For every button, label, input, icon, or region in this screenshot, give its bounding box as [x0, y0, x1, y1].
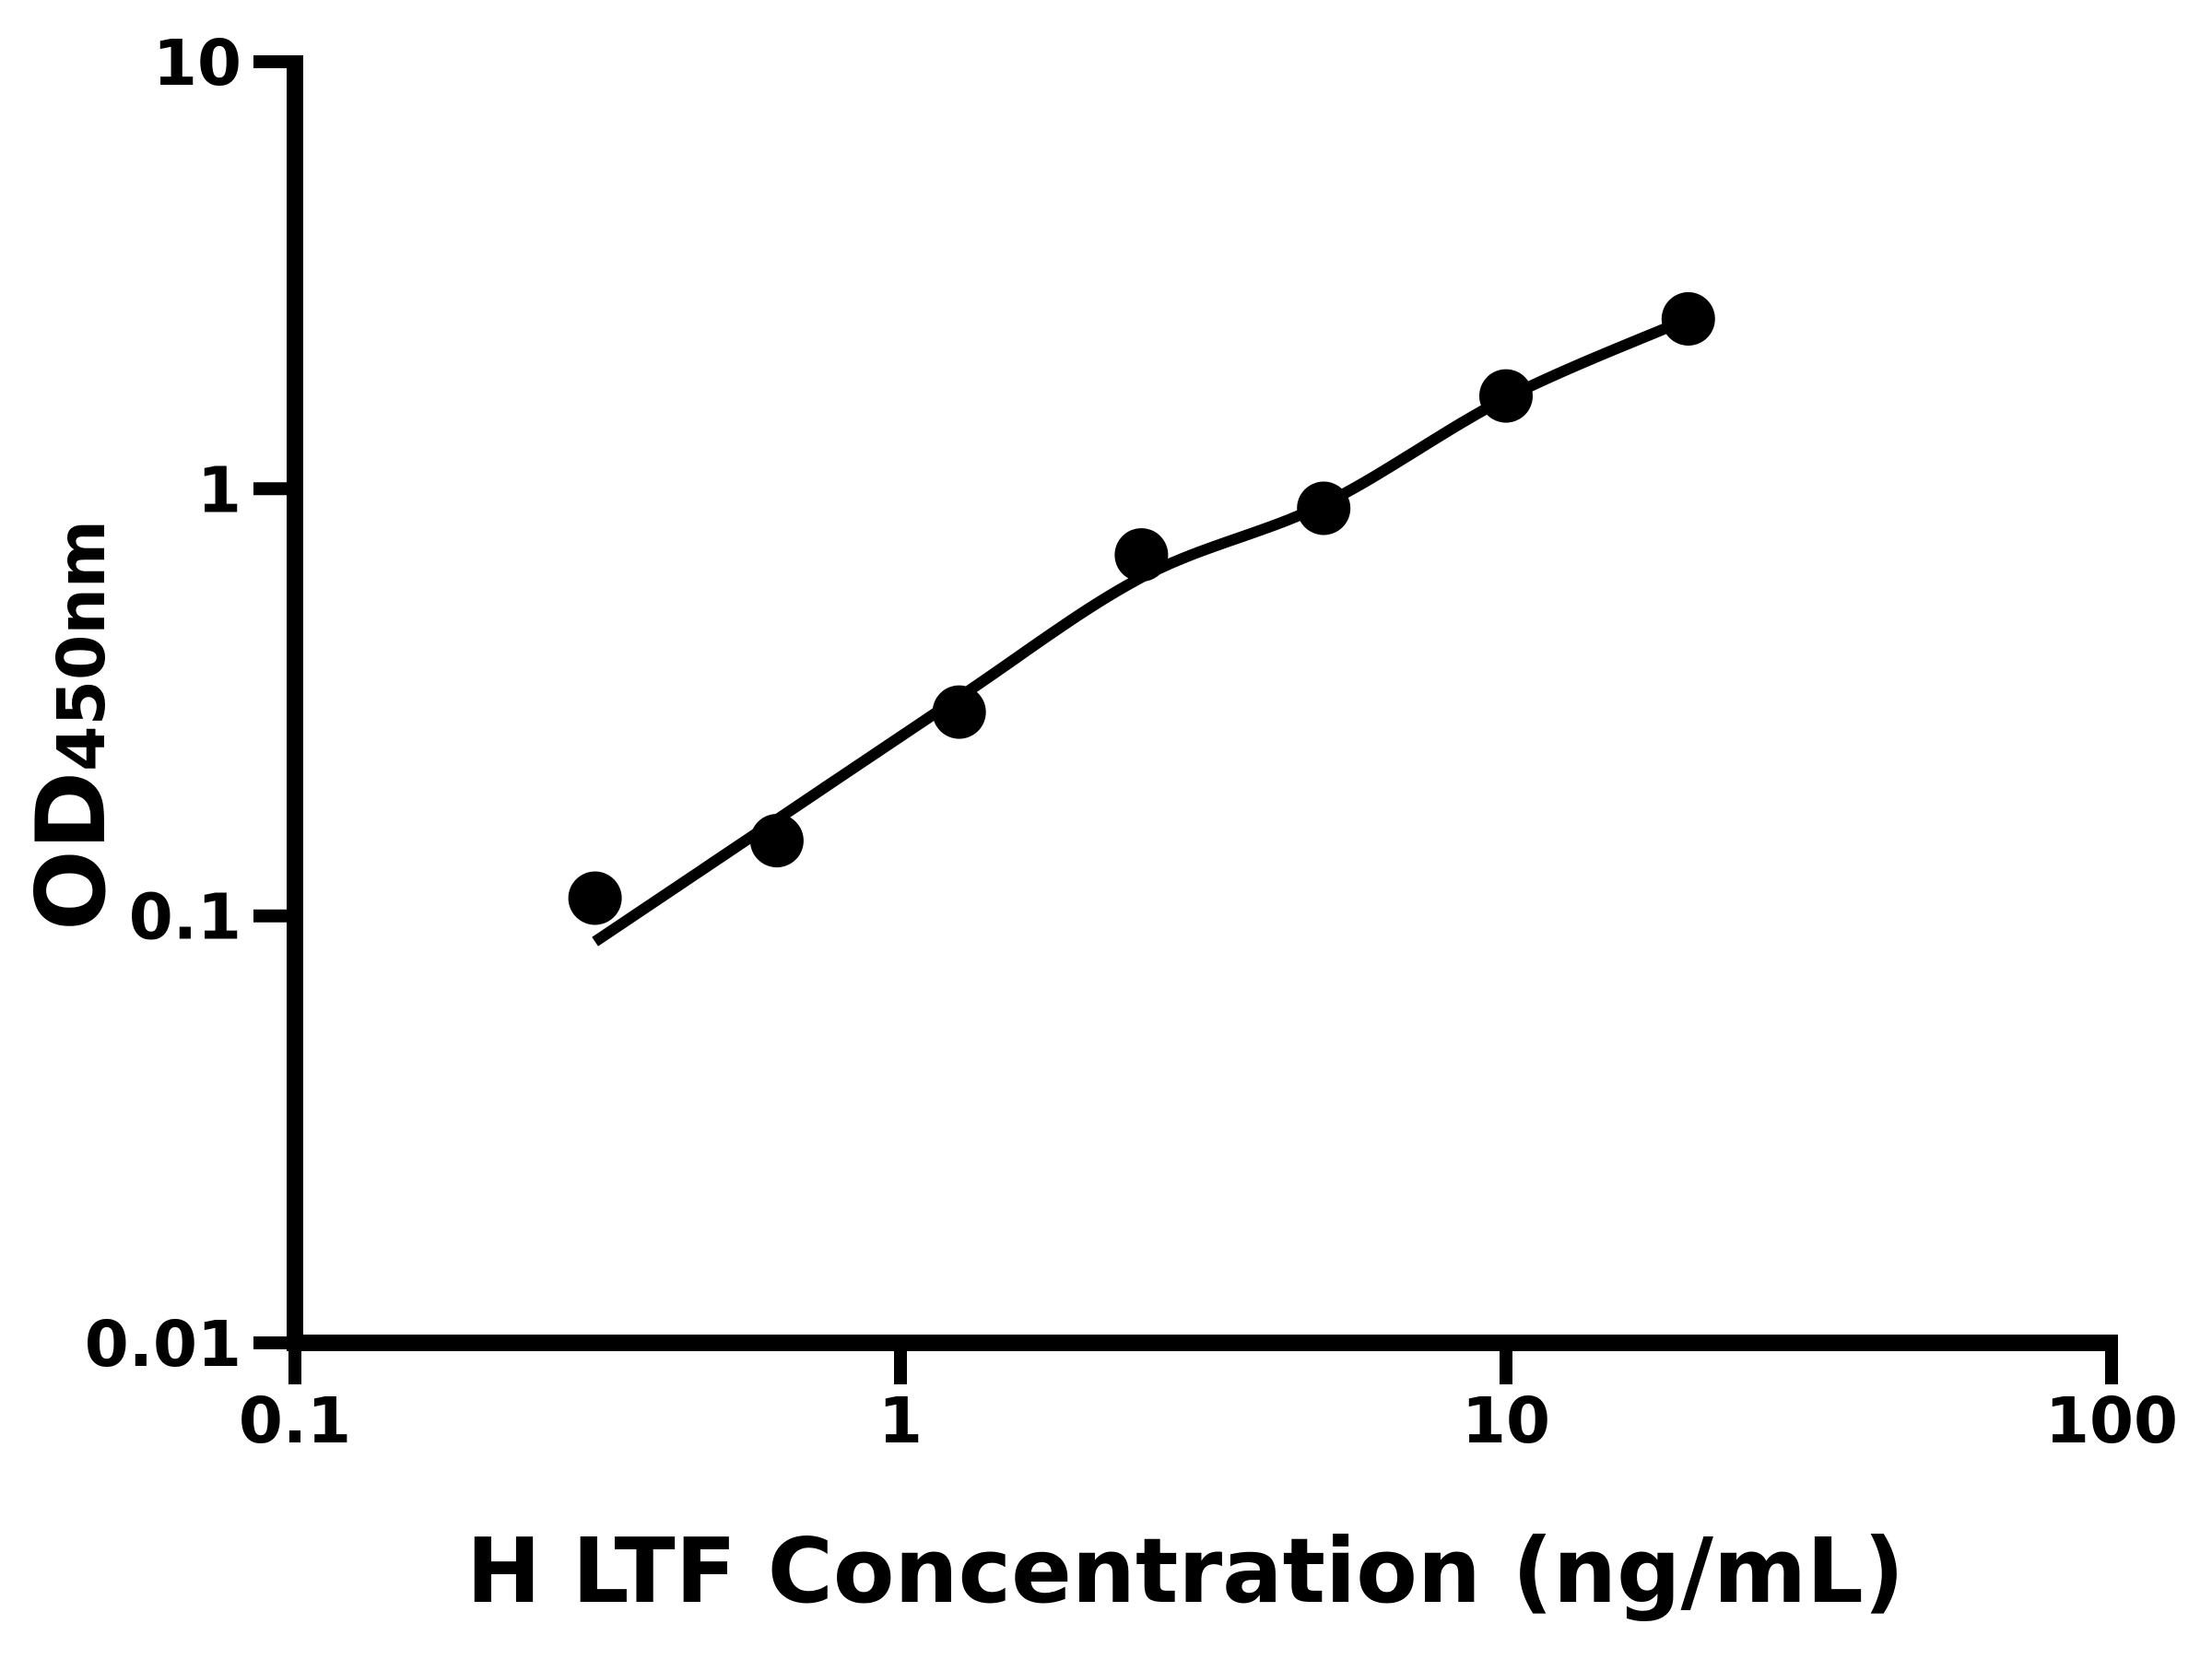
y-tick-label: 1 [197, 453, 241, 527]
y-axis-title: OD450nm [17, 520, 127, 931]
x-tick-label: 1 [878, 1384, 923, 1458]
data-point [932, 685, 986, 739]
x-tick-label: 10 [1462, 1384, 1550, 1458]
y-tick-label: 10 [153, 27, 241, 100]
y-axis-title-subscript: 450nm [43, 520, 120, 771]
axes [287, 55, 2118, 1351]
x-axis-title: H LTF Concentration (ng/mL) [466, 1519, 1904, 1623]
data-point [749, 814, 804, 868]
y-tick-label: 0.01 [85, 1308, 241, 1382]
data-point [1114, 528, 1169, 582]
axis-frame [287, 55, 2118, 1351]
data-point [568, 871, 622, 925]
data-point [1661, 292, 1715, 346]
x-tick-label: 0.1 [239, 1384, 351, 1458]
x-tick-label: 100 [2045, 1384, 2178, 1458]
axis-ticks [253, 55, 2118, 1384]
y-axis-title-main: OD [17, 771, 127, 931]
data-points-group [568, 292, 1715, 925]
y-tick-label: 0.1 [129, 881, 241, 955]
data-point [1479, 369, 1533, 423]
data-point [1297, 481, 1351, 535]
